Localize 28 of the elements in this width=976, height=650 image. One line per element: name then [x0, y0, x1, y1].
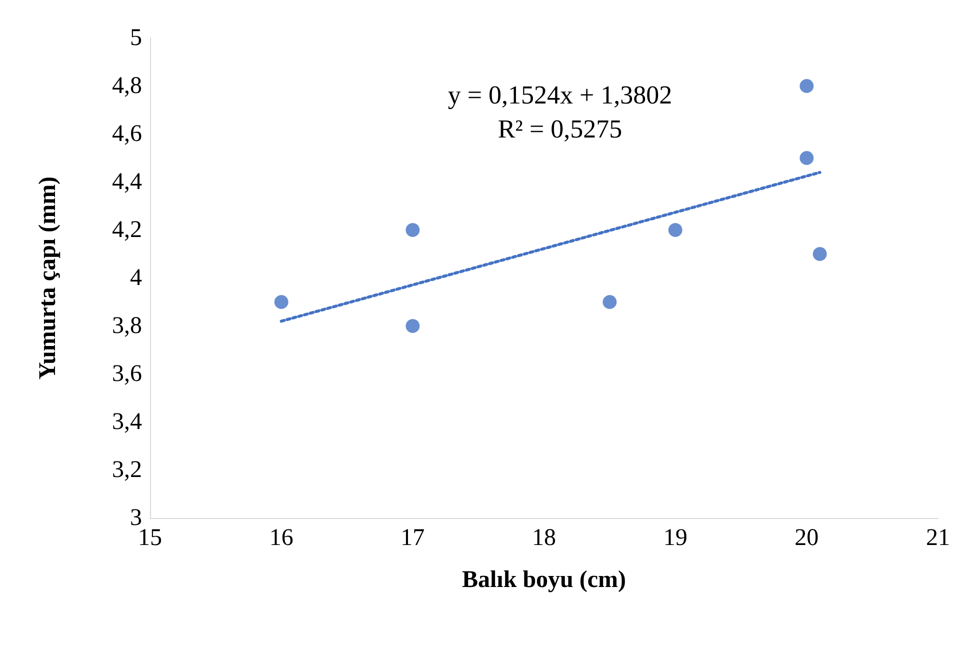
x-tick-label: 17 [400, 525, 425, 551]
point [406, 223, 420, 237]
x-tick-label: 21 [926, 525, 950, 551]
x-tick-label: 16 [269, 525, 294, 551]
y-tick-label: 4,2 [112, 217, 142, 243]
annotation: y = 0,1524x + 1,3802 [448, 80, 672, 110]
y-tick-label: 4,8 [112, 73, 142, 99]
annotation: R² = 0,5275 [498, 114, 622, 144]
y-tick-label: 3,8 [112, 313, 142, 339]
point [812, 247, 827, 261]
point [800, 79, 814, 93]
point [668, 223, 682, 237]
point [800, 151, 814, 165]
y-axis-title: Yumurta çapı (mm) [35, 176, 61, 380]
y-tick-label: 3,6 [112, 361, 142, 387]
x-axis-title: Balık boyu (cm) [462, 567, 626, 593]
point [274, 295, 288, 309]
y-tick-label: 4,4 [112, 169, 142, 195]
x-tick-label: 20 [794, 525, 819, 551]
point [602, 295, 617, 309]
y-tick-label: 4,6 [112, 121, 142, 147]
x-tick-label: 19 [663, 525, 688, 551]
x-tick-label: 18 [532, 525, 556, 551]
point [406, 319, 420, 333]
y-tick-label: 4 [130, 265, 142, 291]
y-tick-label: 5 [130, 25, 142, 51]
y-tick-label: 3,2 [112, 457, 142, 483]
y-tick-label: 3,4 [112, 409, 142, 435]
